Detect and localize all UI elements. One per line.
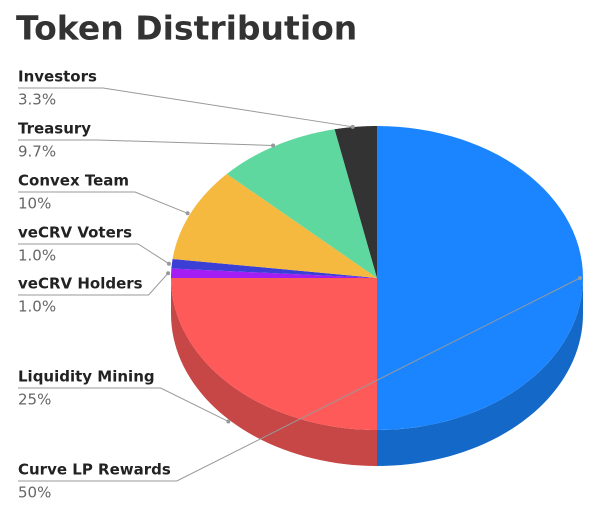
pie-side	[377, 278, 583, 466]
chart-title: Token Distribution	[16, 9, 357, 48]
slice-value-label: 1.0%	[18, 298, 56, 316]
leader-dot	[166, 261, 171, 266]
leader-line	[18, 191, 188, 214]
leader-line	[18, 277, 581, 482]
pie-slice	[171, 278, 377, 430]
leader-dot	[185, 211, 190, 216]
leader-line	[18, 87, 353, 128]
slice-value-label: 3.3%	[18, 91, 56, 109]
slice-value-label: 25%	[18, 391, 51, 409]
leader-line	[18, 387, 229, 422]
leader-line	[18, 139, 274, 146]
leader-line	[18, 272, 169, 296]
pie-slice	[334, 126, 377, 278]
pie-side	[171, 278, 377, 466]
slice-label: veCRV Voters	[18, 224, 132, 242]
slice-value-label: 1.0%	[18, 247, 56, 265]
leader-dot	[350, 124, 355, 129]
slice-value-label: 10%	[18, 195, 51, 213]
leader-dot	[226, 419, 231, 424]
slice-label: Treasury	[18, 120, 91, 138]
slice-label: Investors	[18, 68, 97, 86]
pie-slice	[226, 129, 377, 278]
leader-dot	[271, 143, 276, 148]
pie-slice	[171, 268, 377, 278]
leader-line	[18, 243, 170, 265]
slice-value-label: 9.7%	[18, 143, 56, 161]
leader-dot	[578, 276, 582, 280]
leader-dot	[166, 271, 171, 276]
pie-slice	[172, 173, 377, 278]
pie-slice	[171, 258, 377, 278]
slice-label: Curve LP Rewards	[18, 461, 171, 479]
slice-label: Convex Team	[18, 172, 129, 190]
slice-label: Liquidity Mining	[18, 368, 155, 386]
slice-label: veCRV Holders	[18, 275, 143, 293]
slice-value-label: 50%	[18, 484, 51, 502]
